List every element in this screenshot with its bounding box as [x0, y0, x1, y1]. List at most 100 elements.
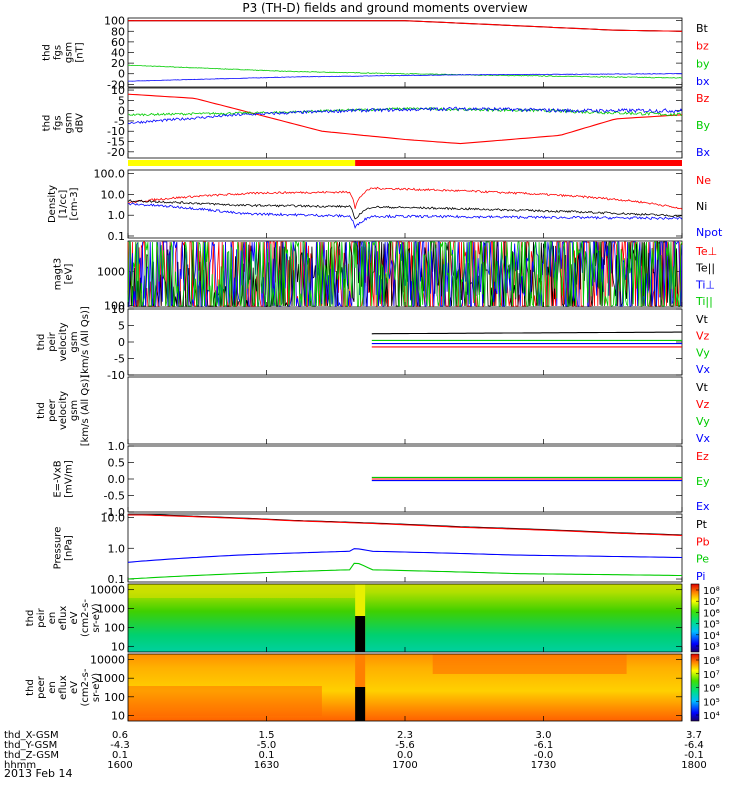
- orbit-cell: -0.0: [534, 750, 554, 761]
- orbit-row-label: thd_X-GSM: [4, 730, 59, 741]
- panel-3: [128, 160, 682, 166]
- legend-entry: bx: [696, 75, 710, 88]
- legend-entry: Vz: [696, 330, 710, 343]
- y-tick-label: 1.0: [108, 440, 126, 453]
- series-line-Pe: [127, 562, 682, 580]
- series-line-by: [127, 64, 683, 79]
- y-axis-label: (cm2-s-: [80, 668, 91, 706]
- y-tick-label: 40: [111, 47, 125, 60]
- colorbar-tick: 10⁵: [703, 620, 720, 631]
- orbit-cell: 1.5: [259, 730, 275, 741]
- axes-frame: [127, 376, 683, 445]
- y-axis-label: gsm: [69, 400, 80, 421]
- orbit-cell: 0.0: [397, 750, 413, 761]
- orbit-cell: -5.6: [395, 740, 415, 751]
- y-axis-label: peir: [47, 331, 58, 351]
- y-axis-label: [mV/m]: [64, 460, 75, 498]
- orbit-row-label: thd_Z-GSM: [4, 750, 59, 761]
- y-tick-label: 10: [111, 303, 125, 316]
- y-axis-label: eV: [69, 611, 80, 624]
- y-tick-label: 80: [111, 25, 125, 38]
- legend-entry: Pt: [696, 518, 708, 531]
- y-axis-label: en: [47, 612, 58, 625]
- colorbar-tick: 10³: [703, 642, 720, 653]
- y-axis-label: Density: [47, 185, 58, 223]
- colorbar-tick: 10⁵: [703, 697, 720, 708]
- y-tick-label: 0.5: [108, 457, 126, 470]
- y-axis-label: [eV]: [64, 264, 75, 285]
- legend-entry: Ti||: [695, 295, 713, 308]
- legend-entry: Npot: [696, 226, 723, 239]
- y-axis-label: fgs: [53, 115, 64, 130]
- colorbar-tick: 10⁷: [703, 597, 720, 608]
- y-axis-label: thd: [36, 334, 47, 351]
- y-tick-label: 0: [118, 68, 125, 81]
- orbit-cell: 3.0: [536, 730, 552, 741]
- y-tick-label: -10: [107, 369, 125, 382]
- y-tick-label: 100.0: [94, 168, 126, 181]
- y-tick-label: -20: [107, 78, 125, 91]
- y-tick-label: 100: [104, 15, 125, 28]
- y-axis-label: eflux: [58, 606, 69, 631]
- status-bar-red: [355, 160, 682, 166]
- orbit-cell: 0.1: [259, 750, 275, 761]
- y-tick-label: 100: [104, 299, 125, 312]
- y-tick-label: 1000: [97, 266, 125, 279]
- series-line-Npot: [127, 202, 683, 229]
- y-tick-label: 1.0: [108, 209, 126, 222]
- legend-entry: Vz: [696, 398, 710, 411]
- series-line-Ni: [127, 186, 683, 210]
- spectrogram-band: [128, 686, 322, 716]
- y-tick-label: 20: [111, 57, 125, 70]
- y-axis-label: [km/s (All Qs)]: [80, 375, 91, 447]
- orbit-table: thd_X-GSMthd_Y-GSMthd_Z-GSMhhmm0.6-4.30.…: [4, 730, 707, 771]
- legend-entry: Ne: [696, 174, 711, 187]
- orbit-cell: -6.1: [534, 740, 554, 751]
- legend-entry: Ey: [696, 475, 710, 488]
- y-axis-label: dBV: [75, 113, 86, 133]
- orbit-cell: 1730: [531, 760, 556, 771]
- series-line-Pb: [128, 514, 683, 537]
- panel-11: 10⁸ 10⁷ 10⁶ 10⁵ 10⁴ 10000 1000 100 10 thd peer en ef…: [25, 654, 720, 723]
- orbit-cell: 1700: [392, 760, 417, 771]
- colorbar-tick: 10⁷: [703, 670, 720, 681]
- y-tick-label: 1000: [97, 603, 125, 616]
- colorbar-tick: 10⁴: [703, 711, 720, 722]
- y-tick-label: -1.0: [104, 506, 125, 519]
- panel-7: thd peer velocity gsm [km/s (All Qs)] Vt Vz Vy V…: [36, 375, 711, 447]
- legend-entry: Ez: [696, 450, 709, 463]
- y-tick-label: 5: [118, 94, 125, 107]
- orbit-cell: -0.1: [684, 750, 704, 761]
- axes-frame: [127, 17, 683, 88]
- y-tick-label: 10: [111, 640, 125, 653]
- y-tick-label: 100: [104, 691, 125, 704]
- y-tick-label: 10: [111, 84, 125, 97]
- legend-entry: Bx: [696, 146, 711, 159]
- y-tick-label: -10: [107, 125, 125, 138]
- y-tick-label: 10.0: [101, 188, 126, 201]
- series-line-Ti||: [127, 241, 683, 308]
- y-axis-label: gsm: [64, 42, 75, 63]
- orbit-cell: -5.0: [257, 740, 277, 751]
- legend-entry: Ti⊥: [695, 278, 715, 291]
- y-axis-label: [1/cc]: [58, 190, 69, 219]
- y-axis-label: peer: [47, 398, 58, 422]
- panel-8: 1.0 0.5 0.0 -0.5 -1.0 E=-VxB [mV/m] Ez Ey Ex: [53, 440, 710, 519]
- spectrogram-band: [432, 654, 627, 674]
- orbit-cell: -4.3: [110, 740, 130, 751]
- y-axis-label: (cm2-s-: [80, 599, 91, 637]
- y-axis-label: eflux: [58, 675, 69, 700]
- y-tick-label: 10: [111, 709, 125, 722]
- legend-entry: Pi: [696, 570, 705, 583]
- y-axis-label: magt3: [53, 258, 64, 291]
- y-axis-label: thd: [25, 679, 36, 696]
- y-tick-label: 100: [104, 621, 125, 634]
- y-axis-label: peer: [36, 675, 47, 699]
- axes-frame: [127, 87, 683, 159]
- legend-entry: Vt: [696, 381, 709, 394]
- legend-entry: Vy: [696, 346, 710, 359]
- colorbar-tick: 10⁶: [703, 608, 720, 619]
- orbit-row-label: hhmm: [4, 760, 36, 771]
- y-tick-label: 0.0: [108, 473, 126, 486]
- y-axis-label: eV: [69, 681, 80, 694]
